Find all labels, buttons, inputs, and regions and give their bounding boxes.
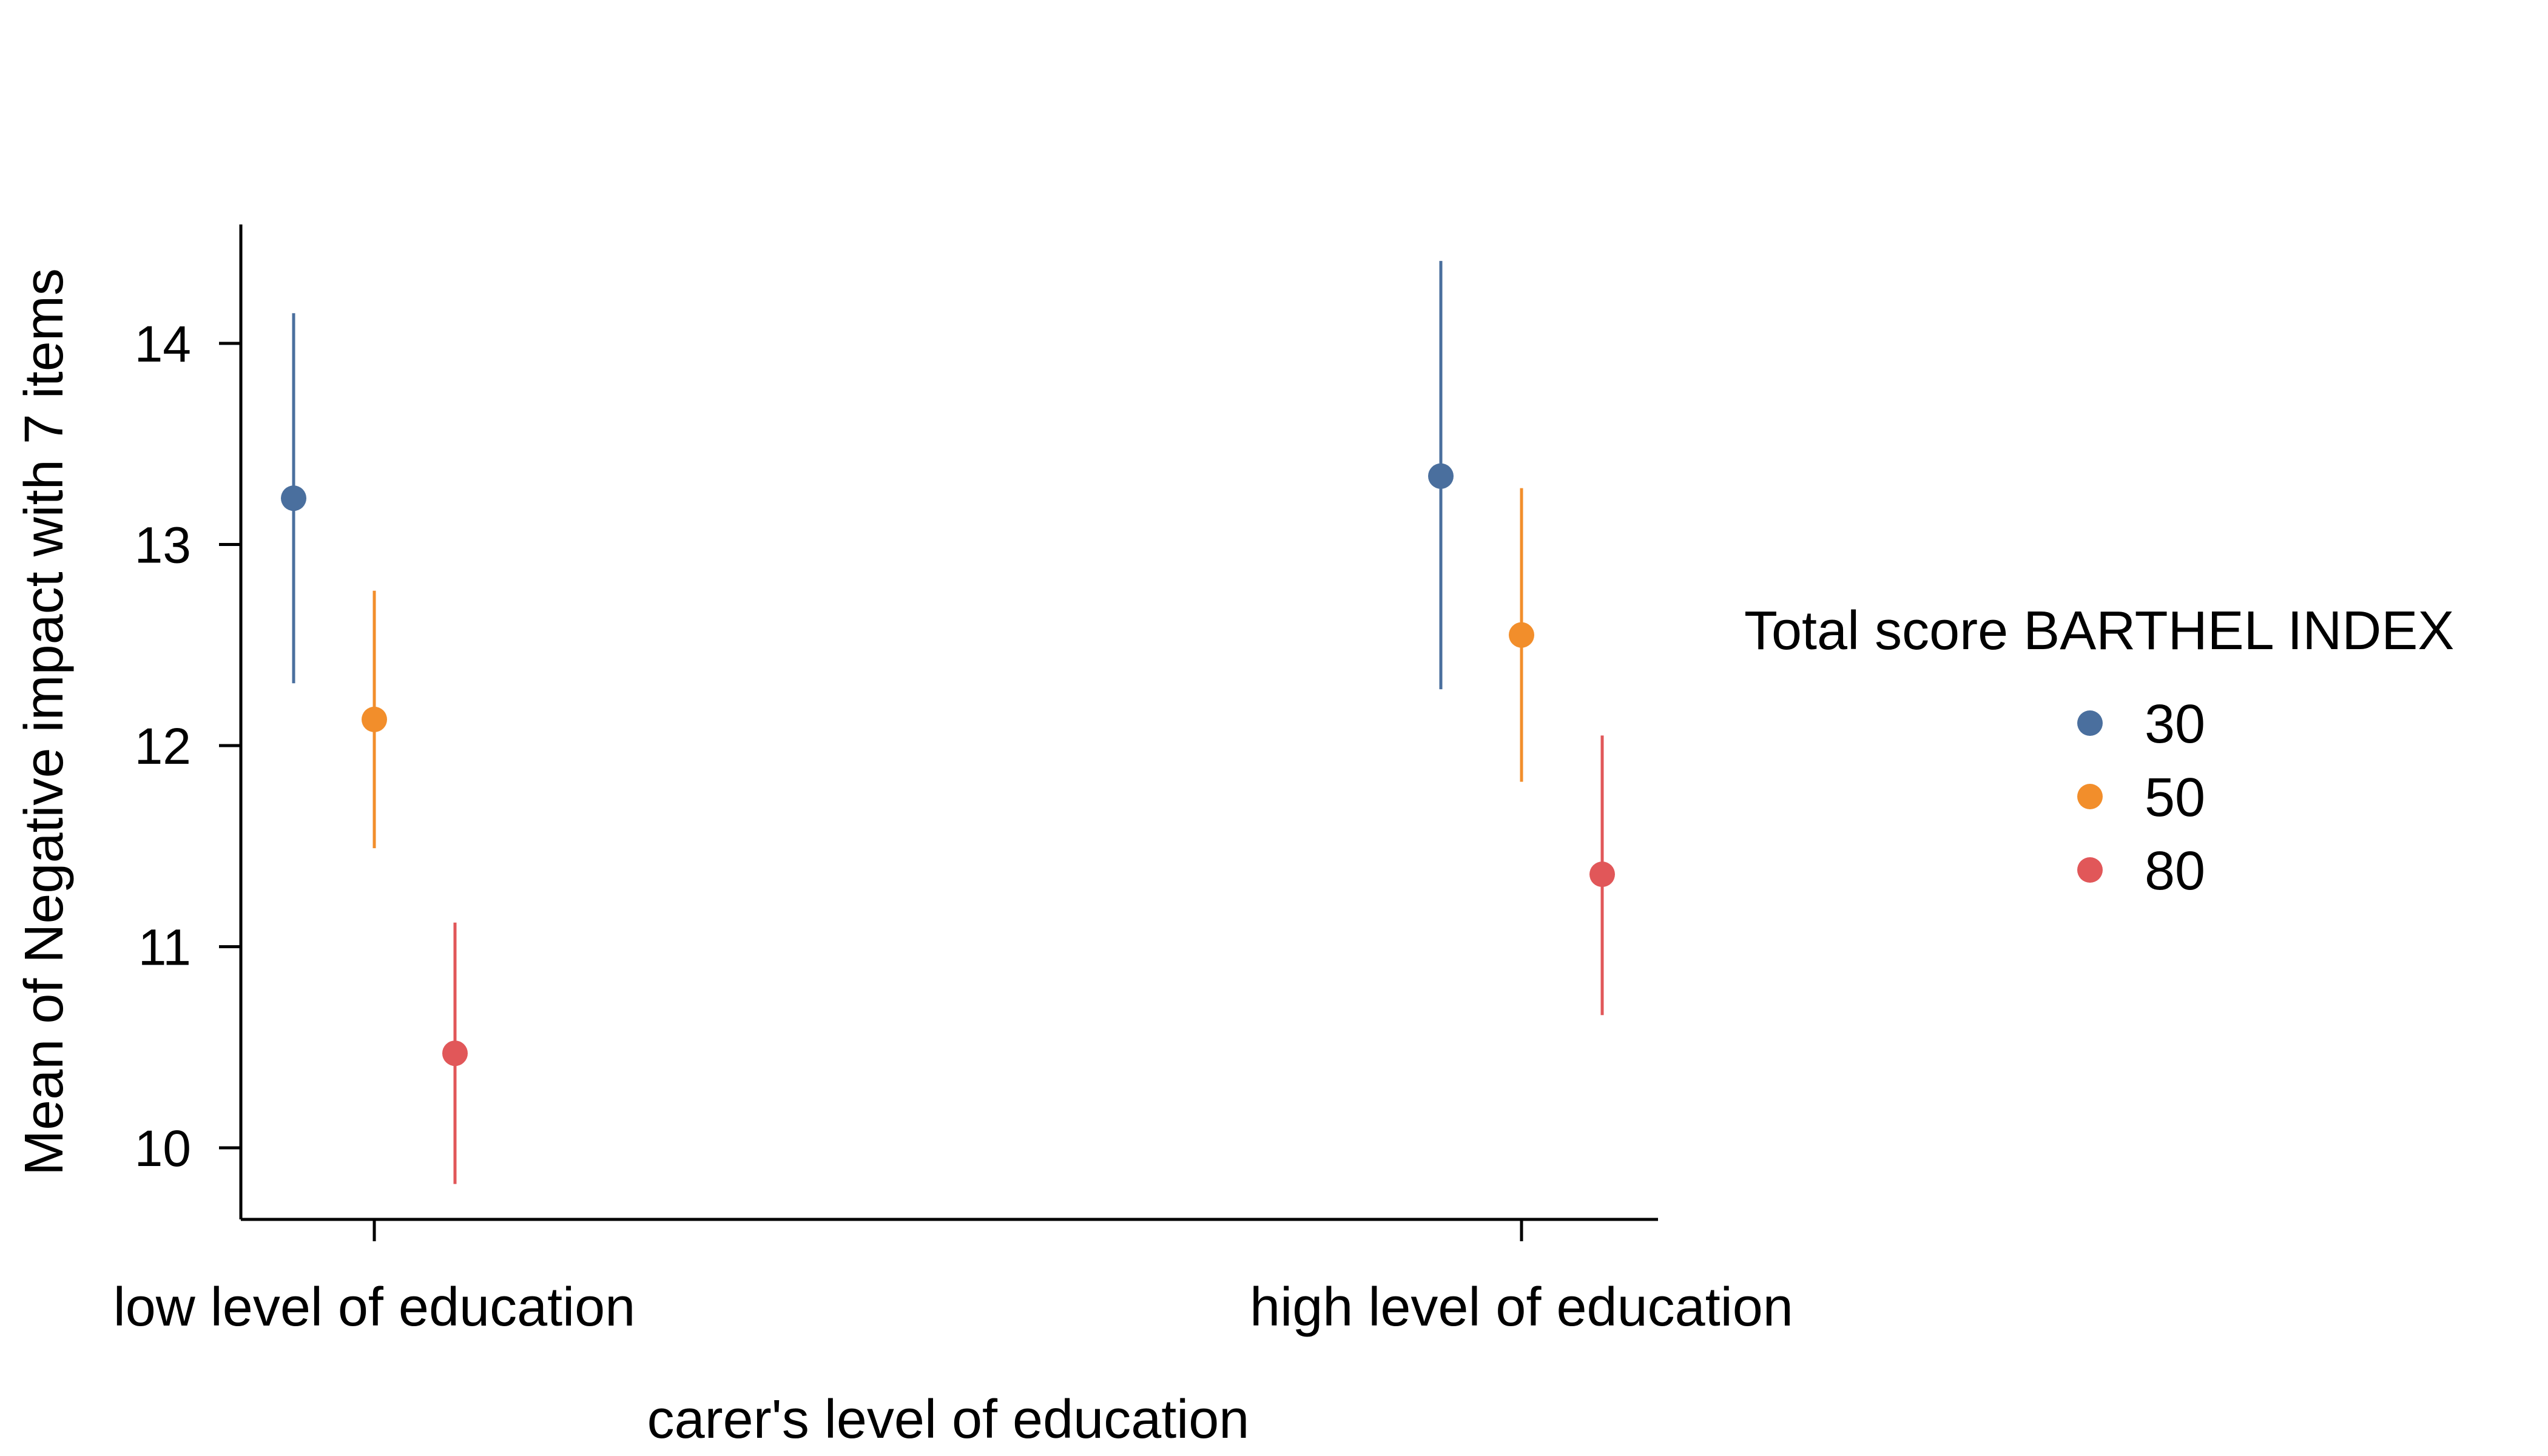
data-point [362,706,387,732]
legend-label: 30 [2145,694,2205,755]
legend-key [2077,857,2103,883]
x-axis-title: carer's level of education [647,1389,1250,1450]
legend-key [2077,784,2103,809]
y-axis-title: Mean of Negative impact with 7 items [14,268,75,1176]
y-tick-label: 13 [135,517,191,574]
legend-title: Total score BARTHEL INDEX [1744,601,2454,661]
legend-label: 80 [2145,841,2205,902]
data-point [1428,463,1454,489]
y-tick-label: 14 [135,315,191,372]
data-point [1509,622,1534,648]
y-tick-label: 10 [135,1120,191,1177]
series-marks [281,261,1615,1184]
data-point [1589,861,1615,888]
legend-label: 50 [2145,767,2205,828]
data-point [281,485,306,511]
x-tick-label: high level of education [1250,1277,1793,1338]
y-axis-ticks: 10 11 12 13 14 [135,315,241,1177]
x-axis-ticks: low level of education high level of educ… [113,1219,1793,1338]
y-tick-label: 12 [135,718,191,775]
x-tick-label: low level of education [113,1277,636,1338]
y-tick-label: 11 [138,919,191,976]
legend-key [2077,710,2103,736]
legend-items: 30 50 80 [2077,694,2205,902]
legend: Total score BARTHEL INDEX 30 50 80 [1744,601,2454,902]
data-point [442,1040,468,1067]
